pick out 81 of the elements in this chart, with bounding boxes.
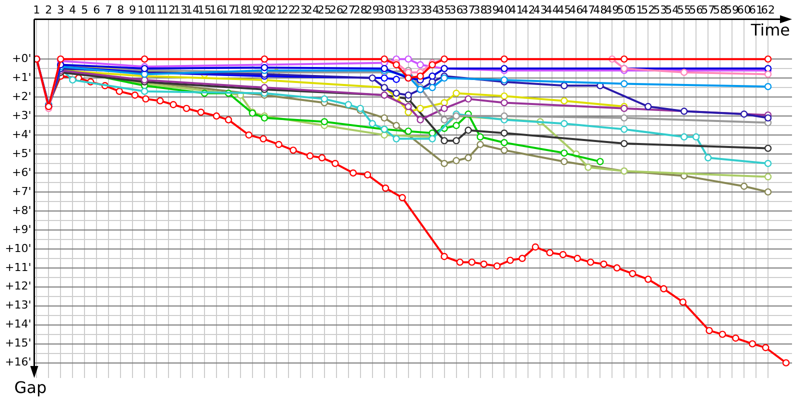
x-tick-label: 41 xyxy=(509,3,524,16)
x-tick-label: 32 xyxy=(401,3,416,16)
x-tick-label: 15 xyxy=(197,3,212,16)
x-tick-label: 49 xyxy=(605,3,620,16)
x-tick-label: 48 xyxy=(593,3,608,16)
y-tick-label: +2' xyxy=(12,90,32,103)
y-tick-label: +12' xyxy=(4,280,32,293)
y-tick-label: +5' xyxy=(12,146,32,160)
x-tick-label: 17 xyxy=(221,3,236,16)
x-tick-label: 47 xyxy=(581,3,596,16)
x-tick-label: 42 xyxy=(521,3,536,16)
x-tick-label: 4 xyxy=(69,3,76,16)
x-tick-label: 40 xyxy=(497,3,512,16)
x-tick-label: 1 xyxy=(33,3,40,16)
x-tick-label: 16 xyxy=(209,3,224,16)
x-tick-label: 9 xyxy=(129,3,136,16)
x-axis-title: Time xyxy=(750,20,790,40)
y-tick-label: +11' xyxy=(4,260,32,274)
x-tick-label: 8 xyxy=(117,3,124,16)
x-tick-label: 37 xyxy=(461,3,476,16)
x-tick-label: 14 xyxy=(186,3,200,16)
x-tick-label: 52 xyxy=(641,3,656,16)
x-tick-label: 58 xyxy=(713,3,728,16)
x-tick-label: 19 xyxy=(245,3,260,16)
x-tick-label: 26 xyxy=(329,3,344,16)
y-tick-label: +10' xyxy=(4,242,32,255)
x-tick-label: 35 xyxy=(437,3,452,16)
x-tick-label: 22 xyxy=(281,3,296,16)
x-tick-label: 5 xyxy=(81,3,88,16)
x-tick-label: 7 xyxy=(105,3,112,16)
x-tick-label: 28 xyxy=(353,3,368,16)
y-tick-label: +9' xyxy=(12,222,32,236)
x-tick-label: 25 xyxy=(317,3,332,16)
x-tick-label: 36 xyxy=(449,3,464,16)
y-tick-label: +3' xyxy=(12,108,32,122)
x-tick-label: 24 xyxy=(305,3,320,16)
x-tick-label: 45 xyxy=(557,3,572,16)
x-tick-label: 18 xyxy=(233,3,248,16)
x-tick-label: 23 xyxy=(293,3,308,16)
x-tick-label: 62 xyxy=(761,3,776,16)
y-tick-label: +6' xyxy=(12,166,32,179)
x-tick-label: 13 xyxy=(174,3,188,16)
x-tick-label: 39 xyxy=(485,3,500,16)
x-tick-label: 21 xyxy=(269,3,284,16)
x-tick-label: 54 xyxy=(665,3,680,16)
y-tick-label: +7' xyxy=(12,184,32,198)
y-tick-label: +15' xyxy=(4,336,32,350)
y-tick-label: +1' xyxy=(12,70,32,84)
x-tick-label: 55 xyxy=(677,3,692,16)
x-tick-label: 61 xyxy=(749,3,764,16)
x-tick-label: 6 xyxy=(93,3,100,16)
x-tick-label: 57 xyxy=(701,3,716,16)
x-tick-label: 46 xyxy=(569,3,584,16)
y-tick-label: +13' xyxy=(4,298,32,312)
x-tick-label: 60 xyxy=(737,3,752,16)
x-tick-label: 12 xyxy=(162,3,176,16)
y-tick-label: +4' xyxy=(12,128,32,141)
x-tick-label: 10 xyxy=(138,3,152,16)
x-tick-label: 27 xyxy=(341,3,356,16)
x-tick-label: 2 xyxy=(45,3,52,16)
x-tick-label: 11 xyxy=(150,3,164,16)
x-tick-label: 31 xyxy=(389,3,404,16)
x-tick-label: 30 xyxy=(377,3,392,16)
x-tick-label: 43 xyxy=(533,3,548,16)
x-tick-label: 38 xyxy=(473,3,488,16)
y-tick-label: +16' xyxy=(4,356,32,369)
x-tick-label: 44 xyxy=(545,3,560,16)
x-tick-label: 50 xyxy=(617,3,632,16)
y-axis-title: Gap xyxy=(14,378,47,398)
y-tick-label: +0' xyxy=(12,52,32,65)
x-tick-label: 3 xyxy=(57,3,64,16)
x-tick-label: 59 xyxy=(725,3,740,16)
y-tick-label: +14' xyxy=(4,318,32,331)
x-tick-label: 56 xyxy=(689,3,704,16)
x-tick-label: 51 xyxy=(629,3,644,16)
x-tick-label: 29 xyxy=(365,3,380,16)
x-tick-label: 20 xyxy=(257,3,272,16)
x-tick-label: 53 xyxy=(653,3,668,16)
x-tick-label: 34 xyxy=(425,3,440,16)
y-tick-label: +8' xyxy=(12,204,32,217)
x-tick-label: 33 xyxy=(413,3,428,16)
